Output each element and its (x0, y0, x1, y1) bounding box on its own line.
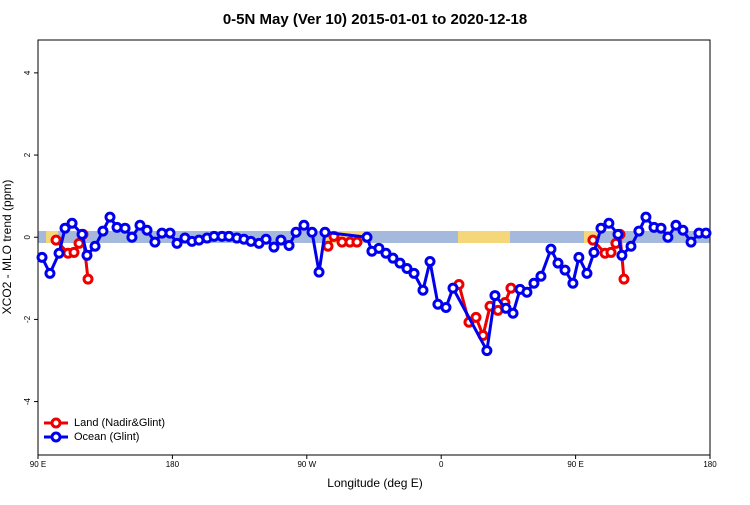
point (605, 246, 617, 258)
point (528, 277, 540, 289)
point (408, 267, 420, 279)
point (424, 255, 436, 267)
point (164, 227, 176, 239)
point (290, 226, 302, 238)
land-ocean-band (38, 231, 710, 243)
point (535, 270, 547, 282)
x-tick-label: 90 E (567, 460, 583, 469)
x-tick-label: 90 W (297, 460, 316, 469)
point (313, 266, 325, 278)
point (351, 236, 363, 248)
point (104, 211, 116, 223)
point (319, 226, 331, 238)
point (119, 222, 131, 234)
point (625, 240, 637, 252)
point (500, 302, 512, 314)
point (298, 219, 310, 231)
point (59, 222, 71, 234)
point (559, 264, 571, 276)
point (68, 246, 80, 258)
point (44, 267, 56, 279)
point (387, 252, 399, 264)
point (82, 273, 94, 285)
point (89, 240, 101, 252)
point (670, 219, 682, 231)
x-tick-label: 0 (439, 460, 444, 469)
point (50, 234, 62, 246)
point (700, 227, 712, 239)
point (36, 251, 48, 263)
point (275, 234, 287, 246)
point (97, 225, 109, 237)
point (677, 224, 689, 236)
point (655, 222, 667, 234)
point (616, 249, 628, 261)
point (73, 237, 85, 249)
point (633, 225, 645, 237)
point (380, 247, 392, 259)
x-tick-label: 180 (166, 460, 180, 469)
point (134, 219, 146, 231)
point (171, 237, 183, 249)
point (417, 284, 429, 296)
y-tick-label: -4 (23, 397, 32, 405)
point (588, 246, 600, 258)
point (489, 290, 501, 302)
legend-label: Ocean (Glint) (74, 431, 139, 443)
x-tick-label: 90 E (30, 460, 46, 469)
y-axis-label: XCO2 - MLO trend (ppm) (0, 180, 14, 315)
point (662, 231, 674, 243)
y-tick-label: -2 (23, 315, 32, 323)
point (581, 267, 593, 279)
point (507, 307, 519, 319)
point (268, 241, 280, 253)
point (470, 311, 482, 323)
point (640, 211, 652, 223)
chart-title: 0-5N May (Ver 10) 2015-01-01 to 2020-12-… (223, 11, 527, 28)
point (573, 251, 585, 263)
point (685, 236, 697, 248)
x-axis-label: Longitude (deg E) (327, 476, 422, 490)
point (481, 345, 493, 357)
point (260, 233, 272, 245)
point (394, 257, 406, 269)
point (66, 217, 78, 229)
legend-marker (50, 417, 62, 429)
point (618, 273, 630, 285)
point (373, 242, 385, 254)
land-band (458, 231, 510, 243)
point (521, 286, 533, 298)
y-tick-label: 4 (23, 70, 32, 75)
point (567, 277, 579, 289)
point (612, 228, 624, 240)
point (322, 240, 334, 252)
point (81, 249, 93, 261)
point (283, 239, 295, 251)
plot-frame (37, 39, 711, 456)
point (595, 222, 607, 234)
legend-marker (50, 431, 62, 443)
x-tick-label: 180 (703, 460, 717, 469)
point (552, 257, 564, 269)
point (545, 243, 557, 255)
point (53, 247, 65, 259)
point (401, 262, 413, 274)
legend-label: Land (Nadir&Glint) (74, 417, 165, 429)
point (361, 231, 373, 243)
point (141, 224, 153, 236)
point (126, 231, 138, 243)
point (447, 282, 459, 294)
point (76, 228, 88, 240)
point (603, 217, 615, 229)
point (440, 301, 452, 313)
point (149, 236, 161, 248)
point (306, 226, 318, 238)
ocean-band (38, 231, 710, 243)
y-tick-label: 0 (23, 234, 32, 239)
point (505, 282, 517, 294)
y-tick-label: 2 (23, 152, 32, 157)
